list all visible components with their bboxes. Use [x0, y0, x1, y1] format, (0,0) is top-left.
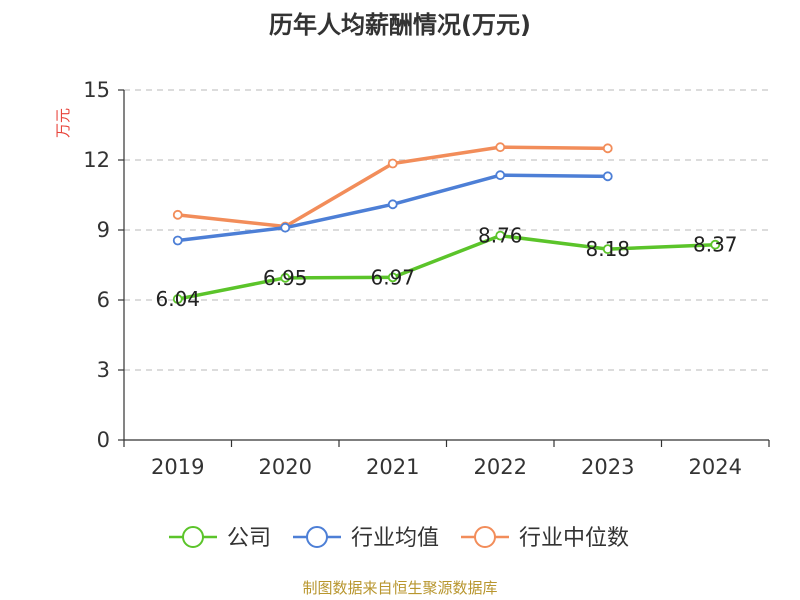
legend-item: 行业中位数: [461, 526, 629, 551]
grid-lines: [124, 89, 769, 371]
data-label: 6.95: [263, 266, 308, 290]
y-tick-label: 6: [97, 288, 110, 312]
data-point: [172, 294, 183, 304]
legend-item: 公司: [169, 526, 271, 551]
data-label: 6.97: [370, 265, 415, 289]
data-point: [602, 171, 613, 182]
series-0: [172, 230, 721, 304]
data-point: [172, 209, 183, 220]
data-point: [387, 158, 398, 169]
legend-label: 行业中位数: [519, 526, 629, 551]
x-tick-label: 2022: [474, 455, 527, 479]
data-label: 8.18: [585, 237, 630, 261]
legend: 公司 行业均值 行业中位数: [169, 526, 629, 551]
data-point: [602, 143, 613, 154]
y-tick-label: 0: [97, 428, 110, 452]
data-point: [602, 244, 613, 255]
legend-marker: [182, 526, 204, 548]
chart-title: 历年人均薪酬情况(万元): [269, 11, 531, 39]
data-point: [495, 142, 506, 153]
source-note: 制图数据来自恒生聚源数据库: [302, 579, 497, 597]
data-label: 8.37: [693, 233, 738, 257]
series-line: [177, 233, 716, 301]
data-point: [387, 272, 398, 283]
x-tick-label: 2021: [366, 455, 419, 479]
y-tick-label: 3: [97, 358, 110, 382]
series-1: [172, 170, 613, 246]
x-tick-label: 2019: [151, 455, 204, 479]
axes: 0 3 6 9 12 15 2019 2020 2021 2022 2023 2024: [83, 78, 770, 479]
data-point: [280, 272, 291, 283]
legend-label: 行业均值: [351, 526, 439, 551]
data-point: [172, 235, 183, 246]
data-point: [280, 222, 291, 233]
y-tick-label: 12: [83, 148, 110, 172]
x-tick-label: 2020: [259, 455, 312, 479]
x-tick-label: 2024: [689, 455, 742, 479]
data-point: [495, 170, 506, 181]
series-2: [172, 142, 613, 232]
legend-item: 行业均值: [293, 526, 439, 551]
series-lines: [172, 142, 721, 304]
data-point: [387, 199, 398, 210]
x-tick-label: 2023: [581, 455, 634, 479]
data-label: 6.04: [155, 287, 200, 311]
legend-marker: [306, 526, 328, 548]
data-point: [710, 239, 721, 250]
data-labels: 6.04 6.95 6.97 8.76 8.18 8.37: [155, 224, 737, 311]
y-tick-label: 9: [97, 218, 110, 242]
data-label: 8.76: [478, 224, 523, 248]
data-point: [495, 230, 506, 241]
y-tick-label: 15: [83, 78, 110, 102]
legend-label: 公司: [227, 526, 271, 551]
y-axis-label: 万元: [54, 108, 72, 138]
legend-marker: [474, 526, 496, 548]
